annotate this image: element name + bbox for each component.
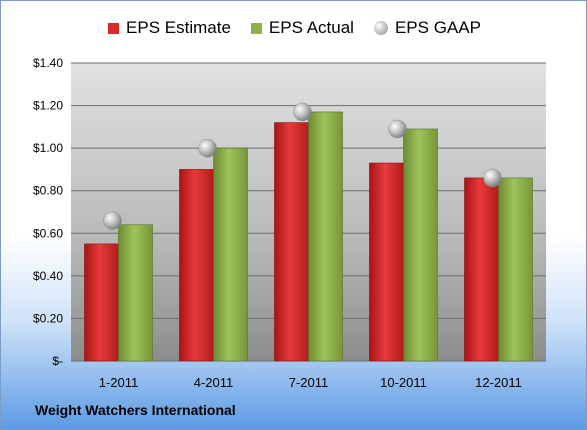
y-tick-label: $1.40 xyxy=(33,56,63,70)
bar-eps-actual xyxy=(498,177,533,362)
legend-label-eps-gaap: EPS GAAP xyxy=(394,18,481,37)
legend: EPS Estimate EPS Actual EPS GAAP xyxy=(1,18,586,38)
bar-eps-estimate xyxy=(274,122,309,362)
bar-eps-estimate xyxy=(179,169,214,362)
y-tick-label: $- xyxy=(52,354,63,368)
bar-eps-estimate xyxy=(84,243,119,362)
bar-eps-estimate xyxy=(369,162,404,362)
legend-label-eps-estimate: EPS Estimate xyxy=(126,18,231,37)
y-tick-label: $1.00 xyxy=(33,141,63,155)
x-tick-label: 10-2011 xyxy=(380,375,427,390)
marker-eps-gaap xyxy=(483,168,502,188)
bar-eps-actual xyxy=(308,111,343,362)
legend-swatch-eps-gaap xyxy=(373,21,388,35)
legend-item-eps-actual: EPS Actual xyxy=(250,18,354,38)
x-tick-label: 7-2011 xyxy=(289,375,329,390)
marker-eps-gaap xyxy=(198,138,217,158)
y-tick-label: $0.40 xyxy=(33,269,63,283)
legend-swatch-eps-estimate xyxy=(108,22,120,34)
marker-eps-gaap xyxy=(293,102,312,122)
y-tick-label: $0.80 xyxy=(33,184,63,198)
x-tick-label: 12-2011 xyxy=(475,375,522,390)
y-tick-label: $1.20 xyxy=(33,99,63,113)
legend-swatch-eps-actual xyxy=(250,22,262,34)
y-tick-label: $0.60 xyxy=(33,226,63,240)
legend-label-eps-actual: EPS Actual xyxy=(268,18,354,37)
y-tick-label: $0.20 xyxy=(33,311,63,325)
bar-eps-actual xyxy=(403,128,438,362)
bar-eps-estimate xyxy=(464,177,499,362)
x-tick-label: 1-2011 xyxy=(99,375,139,390)
bar-eps-actual xyxy=(118,224,153,362)
marker-eps-gaap xyxy=(388,119,407,139)
legend-item-eps-gaap: EPS GAAP xyxy=(373,18,481,38)
marker-eps-gaap xyxy=(103,211,122,230)
bar-eps-actual xyxy=(213,147,248,362)
legend-item-eps-estimate: EPS Estimate xyxy=(108,18,231,38)
chart-footer-title: Weight Watchers International xyxy=(35,402,236,418)
x-tick-label: 4-2011 xyxy=(194,375,234,390)
